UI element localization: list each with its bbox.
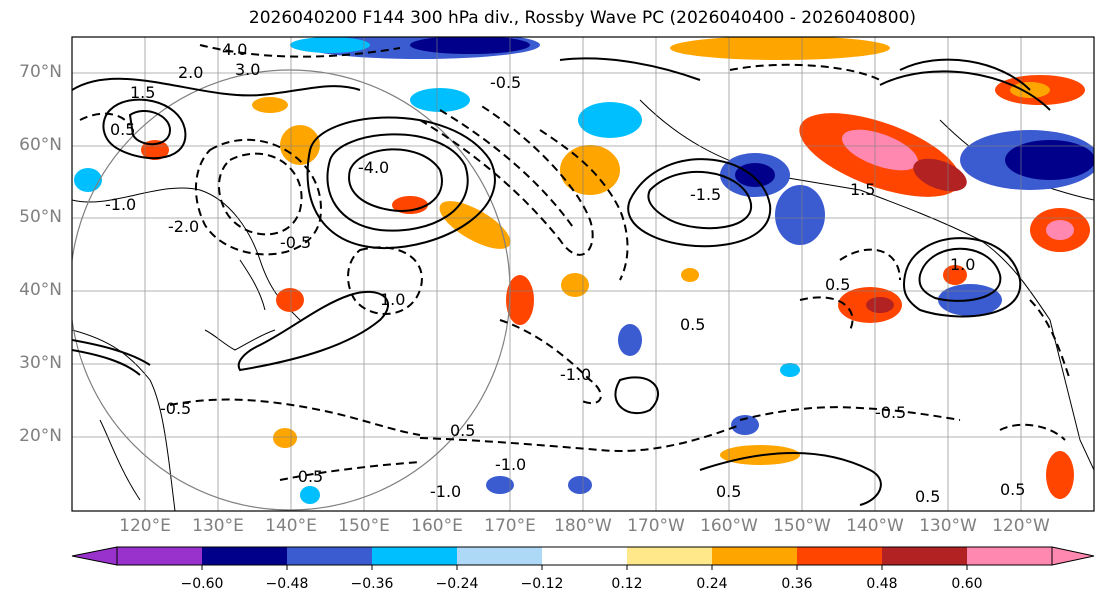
- contour-label: -0.5: [490, 73, 521, 92]
- lon-label: 120°W: [992, 516, 1050, 536]
- lon-label: 160°W: [700, 516, 758, 536]
- lat-label: 40°N: [19, 280, 62, 300]
- colorbar-ticks: [201, 565, 968, 570]
- positive-contours: [72, 57, 1051, 506]
- colorbar-segment-10: [882, 547, 967, 565]
- lat-label: 60°N: [19, 135, 62, 155]
- contour-label: -1.0: [430, 482, 461, 501]
- lon-label: 170°E: [484, 516, 536, 536]
- contour-label: 1.0: [950, 255, 975, 274]
- colorbar-segment-3: [287, 547, 372, 565]
- contour-label: 0.5: [716, 482, 741, 501]
- colorbar-segment-2: [202, 547, 287, 565]
- colorbar-tick-label: −0.36: [350, 576, 394, 592]
- contour-label: 0.5: [915, 487, 940, 506]
- colorbar-segment-11: [967, 547, 1052, 565]
- colorbar-segment-4: [372, 547, 457, 565]
- colorbar-min-extension: [71, 546, 118, 566]
- colorbar-tick-label: −0.60: [180, 576, 224, 592]
- contour-labels: 4.0 3.0 2.0 1.5 0.5 -1.0 -2.0 -4.0 -0.5 …: [105, 40, 1025, 506]
- contour-label: -1.5: [690, 185, 721, 204]
- contour-label: 2.0: [178, 63, 203, 82]
- map-plot-area: 4.0 3.0 2.0 1.5 0.5 -1.0 -2.0 -4.0 -0.5 …: [72, 37, 1094, 511]
- colorbar-tick-label: 0.48: [866, 576, 898, 592]
- lat-label: 70°N: [19, 62, 62, 82]
- contour-label: 0.5: [1000, 480, 1025, 499]
- gridlines: [72, 37, 1094, 511]
- contour-label: 1.5: [130, 83, 155, 102]
- colorbar-segment-7: [627, 547, 712, 565]
- map-frame: [71, 36, 1095, 512]
- contour-label: 0.5: [825, 275, 850, 294]
- lon-label: 150°E: [338, 516, 390, 536]
- lat-label: 50°N: [19, 207, 62, 227]
- lon-label: 130°W: [919, 516, 977, 536]
- contour-label: 0.5: [450, 421, 475, 440]
- lon-label: 160°E: [411, 516, 463, 536]
- contour-label: -1.0: [495, 455, 526, 474]
- contour-label: -0.5: [160, 399, 191, 418]
- lon-label: 180°W: [554, 516, 612, 536]
- colorbar-segment-1: [117, 547, 202, 565]
- contour-label: -1.0: [105, 195, 136, 214]
- colorbar-tick-label: −0.12: [520, 576, 564, 592]
- contour-label: -0.5: [292, 467, 323, 486]
- contour-label: -4.0: [358, 158, 389, 177]
- lon-label: 120°E: [119, 516, 171, 536]
- contour-label: 3.0: [235, 60, 260, 79]
- colorbar-tick-label: 0.24: [696, 576, 728, 592]
- colorbar-tick-label: −0.48: [265, 576, 309, 592]
- colorbar-segment-8: [712, 547, 797, 565]
- colorbar-max-extension: [1051, 546, 1095, 566]
- lon-label: 130°E: [192, 516, 244, 536]
- contour-label: -1.0: [560, 365, 591, 384]
- colorbar: [71, 546, 1095, 570]
- lon-label: 170°W: [627, 516, 685, 536]
- colorbar-tick-label: 0.12: [611, 576, 643, 592]
- colorbar-tick-label: 0.60: [951, 576, 983, 592]
- negative-contours: [79, 44, 1071, 481]
- colorbar-segment-6: [542, 547, 627, 565]
- lon-label: 140°W: [846, 516, 904, 536]
- contour-label: -2.0: [168, 217, 199, 236]
- contour-label: 1.5: [850, 180, 875, 199]
- lon-label: 150°W: [773, 516, 831, 536]
- contour-label: -0.5: [280, 233, 311, 252]
- colorbar-segment-5: [457, 547, 542, 565]
- contour-label: 4.0: [222, 40, 247, 59]
- contour-label: 0.5: [680, 315, 705, 334]
- colorbar-tick-label: 0.36: [781, 576, 813, 592]
- reference-circle: [72, 69, 511, 511]
- lat-label: 20°N: [19, 426, 62, 446]
- lon-label: 140°E: [265, 516, 317, 536]
- lat-label: 30°N: [19, 353, 62, 373]
- contour-label: 0.5: [110, 120, 135, 139]
- colorbar-outline: [116, 546, 1053, 566]
- colorbar-segment-9: [797, 547, 882, 565]
- map-title: 2026040200 F144 300 hPa div., Rossby Wav…: [248, 8, 917, 28]
- contour-label: 1.0: [380, 290, 405, 309]
- contour-label: -0.5: [875, 403, 906, 422]
- colorbar-tick-label: −0.24: [435, 576, 479, 592]
